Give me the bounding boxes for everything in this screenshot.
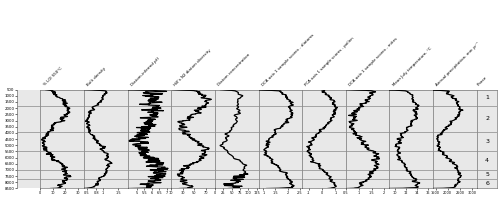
Text: Hill's N2 diatom diversity: Hill's N2 diatom diversity <box>174 48 212 87</box>
Text: 6: 6 <box>485 181 489 186</box>
Text: Bulk density: Bulk density <box>86 67 106 87</box>
Text: DCA axis 1 sample scores - mites: DCA axis 1 sample scores - mites <box>348 37 399 87</box>
Text: Mean July temperature, °C: Mean July temperature, °C <box>392 46 432 87</box>
Text: % LOI 550°C: % LOI 550°C <box>42 67 63 87</box>
Text: PCA axis 1 sample scores - pollen: PCA axis 1 sample scores - pollen <box>304 36 355 87</box>
Text: 1: 1 <box>485 95 489 100</box>
Text: Diatom-inferred pH: Diatom-inferred pH <box>130 57 160 87</box>
Text: 2: 2 <box>485 116 489 121</box>
Text: 4: 4 <box>485 158 489 163</box>
Text: DCA axis 1 sample scores - diatoms: DCA axis 1 sample scores - diatoms <box>260 33 314 87</box>
Text: 3: 3 <box>485 139 489 144</box>
Text: 5: 5 <box>485 172 489 177</box>
Text: Phase: Phase <box>477 76 488 87</box>
Text: Annual precipitation, mm yr⁻¹: Annual precipitation, mm yr⁻¹ <box>436 41 481 87</box>
Text: Diatom concentration: Diatom concentration <box>217 53 251 87</box>
